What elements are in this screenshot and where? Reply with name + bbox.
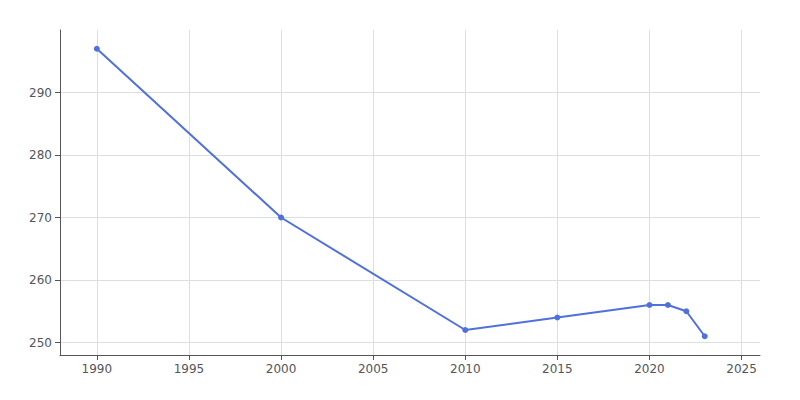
svg-text:2020: 2020: [634, 362, 665, 376]
svg-text:260: 260: [29, 273, 52, 287]
svg-text:290: 290: [29, 86, 52, 100]
svg-text:250: 250: [29, 336, 52, 350]
svg-text:2005: 2005: [358, 362, 389, 376]
svg-text:2010: 2010: [450, 362, 481, 376]
svg-text:280: 280: [29, 148, 52, 162]
svg-text:270: 270: [29, 211, 52, 225]
svg-text:2025: 2025: [726, 362, 757, 376]
svg-text:1995: 1995: [174, 362, 205, 376]
svg-text:2015: 2015: [542, 362, 573, 376]
svg-text:1990: 1990: [82, 362, 113, 376]
svg-text:2000: 2000: [266, 362, 297, 376]
